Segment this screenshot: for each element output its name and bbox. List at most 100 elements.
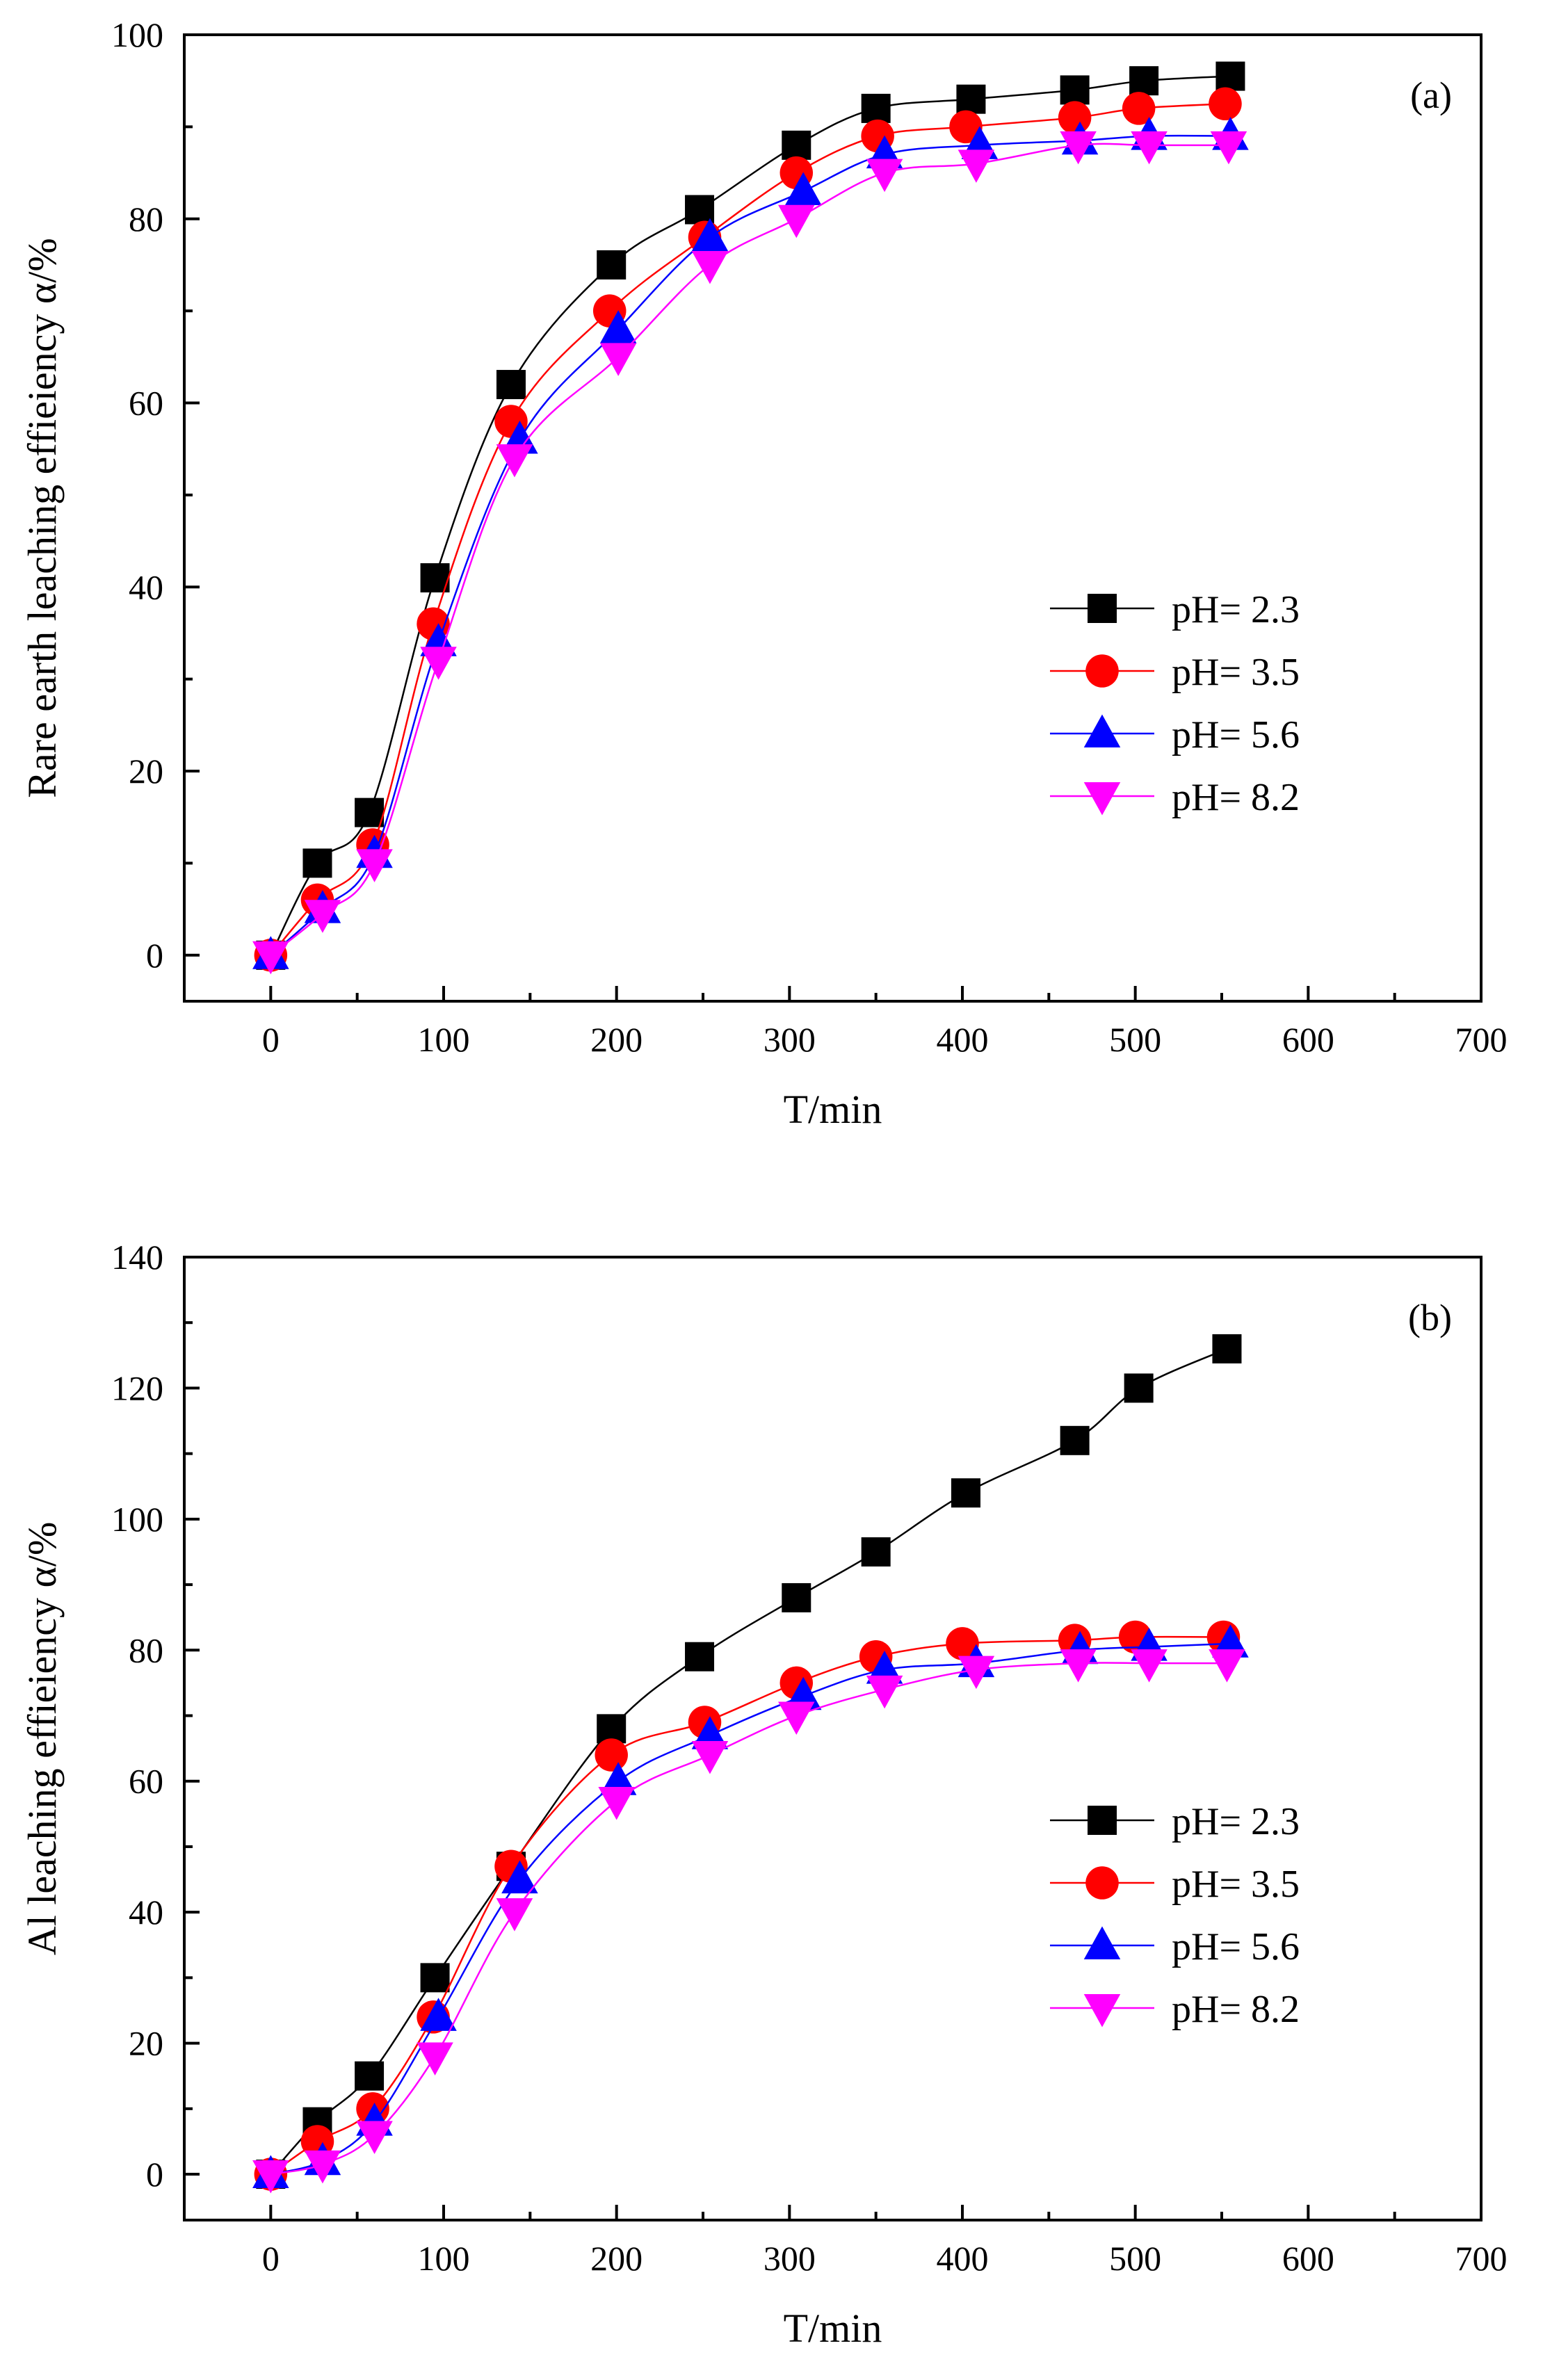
data-point-a-3-1 (304, 900, 341, 933)
data-point-b-0-8 (861, 1537, 891, 1567)
data-point-b-3-11 (1131, 1649, 1168, 1683)
data-point-a-0-1 (302, 848, 332, 878)
y-tick-label-b-120: 120 (111, 1368, 163, 1407)
data-point-a-2-5 (599, 310, 637, 343)
data-point-b-2-12 (1212, 1624, 1249, 1658)
data-point-a-0-12 (1215, 61, 1245, 91)
x-tick-label-a-100: 100 (418, 1020, 470, 1059)
data-point-a-2-6 (691, 218, 729, 252)
data-point-b-3-8 (866, 1675, 903, 1709)
y-tick-label-a-60: 60 (129, 384, 163, 423)
series-line-b-2 (270, 1642, 1231, 2176)
data-point-b-3-1 (304, 2150, 341, 2184)
data-point-a-0-11 (1129, 66, 1159, 96)
data-point-a-3-8 (866, 159, 903, 193)
x-axis-title-b: T/min (784, 2306, 882, 2351)
data-point-a-1-10 (1058, 101, 1092, 134)
legend-marker-a-2 (1083, 714, 1121, 747)
x-tick-label-b-100: 100 (418, 2239, 470, 2278)
y-tick-label-a-20: 20 (129, 752, 163, 791)
data-point-b-3-3 (417, 2042, 453, 2075)
data-point-b-1-9 (946, 1627, 979, 1660)
y-tick-label-a-80: 80 (129, 200, 163, 238)
series-line-a-3 (270, 143, 1229, 956)
data-point-b-3-7 (778, 1701, 815, 1735)
y-tick-label-b-0: 0 (146, 2155, 163, 2194)
data-point-b-3-6 (691, 1741, 729, 1774)
plot-frame-b (183, 1256, 1483, 2221)
data-point-b-3-4 (496, 1898, 533, 1932)
data-point-a-1-12 (1209, 87, 1242, 121)
y-tick-label-a-100: 100 (111, 15, 163, 54)
series-line-a-1 (270, 103, 1226, 956)
legend-label-a-1: pH= 3.5 (1172, 651, 1300, 694)
data-point-b-0-6 (685, 1642, 715, 1671)
data-point-b-0-7 (782, 1582, 811, 1612)
x-tick-label-b-400: 400 (937, 2239, 989, 2278)
data-point-b-0-12 (1212, 1334, 1242, 1363)
data-point-b-3-10 (1060, 1649, 1097, 1683)
data-point-b-1-5 (595, 1738, 628, 1772)
data-point-b-0-10 (1060, 1425, 1090, 1455)
data-point-a-3-10 (1060, 131, 1097, 165)
panel-label-b: (b) (1408, 1297, 1452, 1338)
x-tick-label-a-700: 700 (1455, 1020, 1508, 1059)
y-tick-label-a-0: 0 (146, 936, 163, 975)
series-line-a-0 (270, 75, 1231, 956)
data-point-a-0-5 (597, 250, 627, 280)
legend-label-a-0: pH= 2.3 (1172, 588, 1300, 631)
data-point-b-0-9 (951, 1478, 980, 1508)
data-point-a-3-0 (252, 941, 289, 975)
legend-label-b-2: pH= 5.6 (1172, 1925, 1300, 1968)
series-a-3 (252, 131, 1247, 975)
series-a-0 (256, 61, 1245, 970)
x-tick-label-a-600: 600 (1282, 1020, 1334, 1059)
data-point-b-2-4 (501, 1860, 538, 1894)
legend-marker-b-3 (1083, 1994, 1121, 2027)
data-point-a-3-5 (599, 343, 637, 376)
x-tick-label-a-400: 400 (937, 1020, 989, 1059)
chart-panel-b: 0 100 200 300 400 500 600 700 0 20 40 60 80 100 120 140… (19, 1238, 1508, 2351)
data-point-a-2-7 (784, 172, 822, 206)
data-point-a-0-9 (956, 84, 986, 114)
panel-label-a: (a) (1410, 74, 1452, 116)
data-point-a-3-9 (958, 149, 995, 183)
x-tick-label-b-300: 300 (764, 2239, 816, 2278)
series-a-1 (254, 87, 1242, 972)
data-point-b-0-11 (1124, 1373, 1154, 1403)
x-tick-label-b-500: 500 (1109, 2239, 1161, 2278)
data-point-b-3-2 (356, 2121, 393, 2155)
data-point-b-3-5 (598, 1787, 635, 1820)
legend-marker-b-2 (1083, 1926, 1121, 1959)
y-axis-title-b: Al leaching effieiency α/% (19, 1522, 65, 1956)
legend-label-b-3: pH= 8.2 (1172, 1988, 1300, 2031)
x-tick-label-a-500: 500 (1109, 1020, 1161, 1059)
data-point-b-0-2 (355, 2061, 385, 2091)
data-point-a-3-3 (420, 647, 457, 680)
data-point-b-0-3 (420, 1963, 450, 1993)
y-tick-label-b-100: 100 (111, 1500, 163, 1539)
data-point-a-3-11 (1131, 131, 1168, 165)
legend-label-b-0: pH= 2.3 (1172, 1800, 1300, 1843)
data-point-a-3-4 (496, 444, 533, 478)
legend-b: pH= 2.3 pH= 3.5 pH= 5.6 pH= 8.2 (1050, 1800, 1300, 2031)
data-point-a-1-11 (1122, 92, 1156, 125)
legend-a: pH= 2.3 pH= 3.5 pH= 5.6 pH= 8.2 (1050, 588, 1300, 819)
data-point-a-3-12 (1210, 131, 1247, 165)
data-point-b-3-0 (252, 2160, 289, 2194)
data-point-a-0-4 (496, 370, 526, 400)
series-line-b-3 (270, 1662, 1227, 2176)
x-tick-label-b-700: 700 (1455, 2239, 1508, 2278)
chart-panel-a: 0 100 200 300 400 500 600 700 0 20 40 60 80 100 T/min R… (19, 15, 1508, 1132)
x-tick-label-a-0: 0 (262, 1020, 280, 1059)
x-axis-title-a: T/min (784, 1087, 882, 1132)
legend-label-b-1: pH= 3.5 (1172, 1863, 1300, 1906)
series-line-b-1 (270, 1635, 1224, 2176)
data-point-a-0-7 (782, 130, 811, 160)
y-tick-label-b-20: 20 (129, 2024, 163, 2063)
data-point-a-0-2 (355, 798, 385, 827)
legend-marker-a-1 (1085, 654, 1119, 688)
series-b-3 (252, 1649, 1245, 2194)
legend-marker-b-0 (1088, 1806, 1117, 1835)
